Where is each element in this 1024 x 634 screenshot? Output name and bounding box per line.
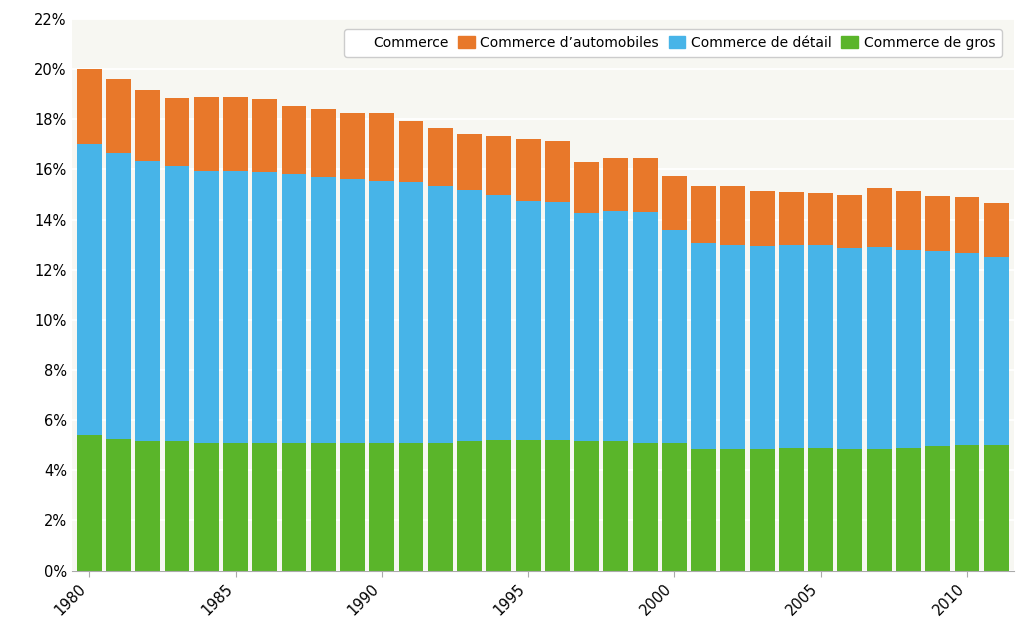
Bar [370,113,394,181]
Bar [633,212,657,443]
Bar [135,441,160,571]
Bar [311,109,336,177]
Bar [106,153,131,439]
Bar [896,250,921,448]
Bar [545,141,569,202]
Bar [984,445,1009,571]
Bar [866,188,892,247]
Bar [516,139,541,201]
Bar [574,162,599,213]
Bar [545,440,569,571]
Bar [984,204,1009,257]
Bar [662,230,687,443]
Bar [311,443,336,571]
Bar [721,449,745,571]
Bar [545,202,569,440]
Bar [311,177,336,443]
Bar [516,201,541,440]
Bar [165,165,189,441]
Bar [954,254,979,445]
Bar [194,443,219,571]
Bar [779,245,804,448]
Bar [750,449,774,571]
Bar [282,174,306,443]
Bar [866,247,892,449]
Bar [486,440,511,571]
Bar [896,448,921,571]
Bar [926,196,950,251]
Bar [721,245,745,449]
Bar [838,195,862,249]
Bar [457,134,482,190]
Bar [779,192,804,245]
Bar [340,179,365,443]
Bar [194,171,219,443]
Bar [428,443,453,571]
Bar [106,79,131,153]
Bar [486,136,511,195]
Bar [282,443,306,571]
Bar [954,445,979,571]
Bar [633,158,657,212]
Bar [457,190,482,441]
Bar [838,249,862,449]
Bar [165,441,189,571]
Bar [398,182,424,443]
Bar [866,449,892,571]
Bar [486,195,511,440]
Bar [750,191,774,246]
Bar [77,69,101,145]
Legend: Commerce, Commerce d’automobiles, Commerce de détail, Commerce de gros: Commerce, Commerce d’automobiles, Commer… [344,29,1002,56]
Bar [603,158,629,211]
Bar [370,181,394,443]
Bar [252,172,278,443]
Bar [398,443,424,571]
Bar [808,448,834,571]
Bar [633,443,657,571]
Bar [77,435,101,571]
Bar [194,97,219,171]
Bar [106,439,131,571]
Bar [516,440,541,571]
Bar [779,448,804,571]
Bar [574,213,599,441]
Bar [223,443,248,571]
Bar [926,251,950,446]
Bar [457,441,482,571]
Bar [808,245,834,448]
Bar [77,145,101,435]
Bar [428,186,453,443]
Bar [750,246,774,449]
Bar [984,257,1009,445]
Bar [838,449,862,571]
Bar [691,186,716,243]
Bar [252,100,278,172]
Bar [135,91,160,160]
Bar [896,191,921,250]
Bar [282,105,306,174]
Bar [574,441,599,571]
Bar [954,197,979,254]
Bar [662,443,687,571]
Bar [662,176,687,230]
Bar [340,443,365,571]
Bar [223,97,248,171]
Bar [340,113,365,179]
Bar [398,120,424,182]
Bar [135,160,160,441]
Bar [252,443,278,571]
Bar [428,128,453,186]
Bar [691,449,716,571]
Bar [223,171,248,443]
Bar [165,98,189,165]
Bar [721,186,745,245]
Bar [603,211,629,441]
Bar [808,193,834,245]
Bar [603,441,629,571]
Bar [370,443,394,571]
Bar [926,446,950,571]
Bar [691,243,716,449]
